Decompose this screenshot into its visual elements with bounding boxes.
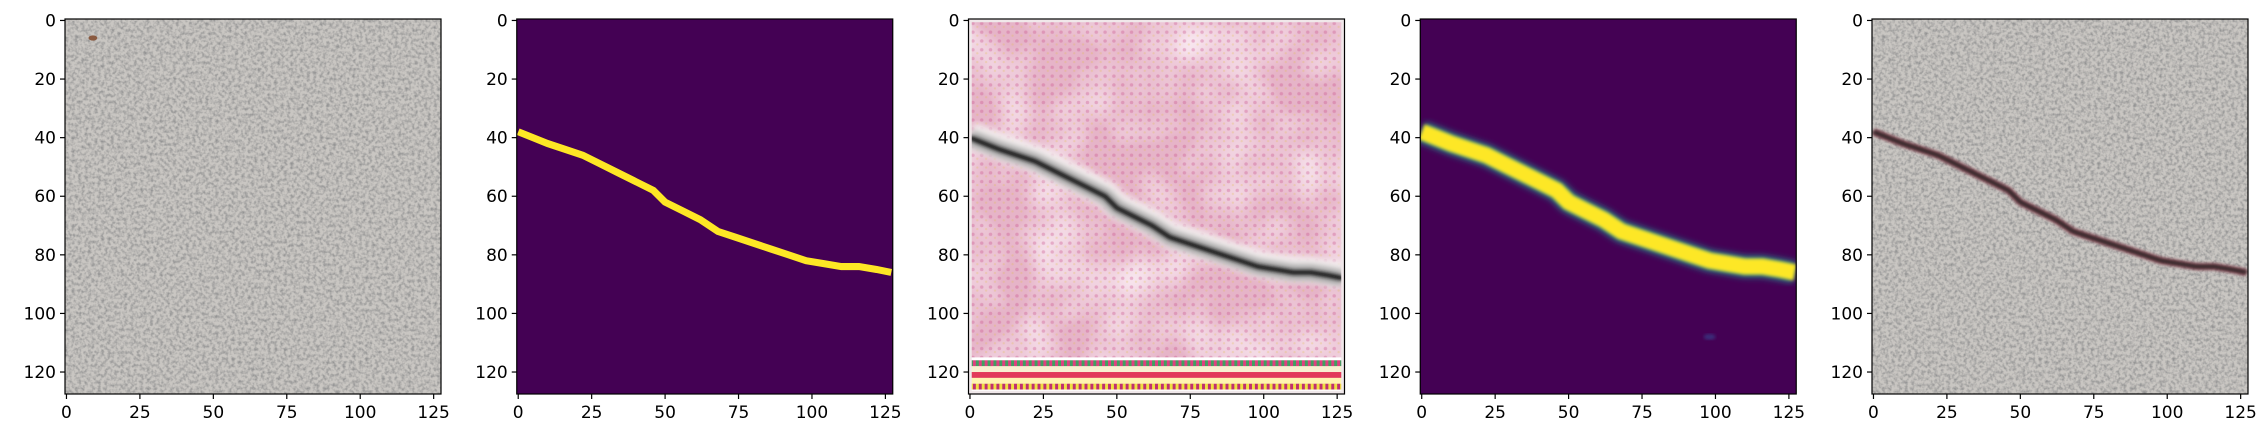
photo-grain — [1872, 19, 2248, 394]
x-tick-label: 25 — [1936, 403, 1958, 423]
x-tick-label: 50 — [654, 403, 676, 423]
y-tick-label: 80 — [486, 246, 508, 266]
y-tick-label: 0 — [497, 11, 508, 31]
x-tick-label: 75 — [728, 403, 750, 423]
y-tick-label: 100 — [1379, 304, 1411, 324]
x-tick-label: 50 — [2010, 403, 2032, 423]
x-tick-label: 100 — [796, 403, 828, 423]
y-tick-label: 60 — [486, 187, 508, 207]
y-tick-label: 0 — [1852, 11, 1863, 31]
x-tick-label: 50 — [1106, 403, 1128, 423]
y-tick-label: 120 — [1831, 363, 1863, 383]
y-tick-label: 20 — [1841, 70, 1863, 90]
x-tick-label: 125 — [869, 403, 901, 423]
gen-stripes — [968, 357, 1345, 394]
subplot: 0 25 50 75 100 125 0 20 40 60 80 100 120 — [927, 11, 1353, 423]
x-tick-label: 125 — [1773, 403, 1805, 423]
y-tick-label: 0 — [1400, 11, 1411, 31]
x-tick-label: 125 — [2224, 403, 2256, 423]
x-tick-label: 100 — [1699, 403, 1731, 423]
y-tick-label: 60 — [1841, 187, 1863, 207]
x-tick-label: 125 — [417, 403, 449, 423]
y-tick-label: 60 — [938, 187, 960, 207]
image — [65, 19, 441, 394]
x-tick-label: 75 — [1179, 403, 1201, 423]
y-tick-label: 80 — [1390, 246, 1412, 266]
y-tick-label: 40 — [34, 129, 56, 149]
y-tick-label: 40 — [1841, 129, 1863, 149]
image — [1872, 19, 2248, 394]
y-tick-label: 40 — [938, 129, 960, 149]
axes-frame — [1871, 18, 2249, 395]
x-tick-label: 25 — [1033, 403, 1055, 423]
axes-frame — [64, 18, 442, 395]
x-tick-label: 100 — [344, 403, 376, 423]
mask-bg — [516, 19, 893, 394]
y-tick-label: 120 — [24, 363, 56, 383]
x-tick-label: 125 — [1321, 403, 1353, 423]
photo-grain — [65, 19, 441, 394]
x-tick-label: 75 — [276, 403, 298, 423]
axes-frame — [516, 18, 894, 395]
y-tick-label: 20 — [1390, 70, 1412, 90]
x-tick-label: 100 — [2151, 403, 2183, 423]
image — [516, 19, 893, 394]
y-tick-label: 80 — [938, 246, 960, 266]
pred-bg — [1420, 19, 1797, 394]
axes-frame — [967, 18, 1346, 395]
y-tick-label: 100 — [1831, 304, 1863, 324]
y-tick-label: 20 — [486, 70, 508, 90]
y-tick-label: 60 — [34, 187, 56, 207]
y-tick-label: 80 — [1841, 246, 1863, 266]
y-tick-label: 120 — [1379, 363, 1411, 383]
y-tick-label: 40 — [1390, 129, 1412, 149]
y-tick-label: 20 — [938, 70, 960, 90]
overlay-crack — [1872, 129, 2247, 275]
image — [1420, 19, 1797, 394]
y-tick-label: 100 — [24, 304, 56, 324]
y-tick-label: 80 — [34, 246, 56, 266]
y-tick-label: 0 — [949, 11, 960, 31]
mask-crack — [516, 128, 892, 276]
x-tick-label: 0 — [965, 403, 976, 423]
x-tick-label: 100 — [1247, 403, 1279, 423]
gen-border — [968, 19, 1345, 394]
x-tick-label: 0 — [1416, 403, 1427, 423]
y-tick-label: 100 — [927, 304, 959, 324]
x-tick-label: 50 — [203, 403, 225, 423]
y-tick-label: 0 — [45, 11, 56, 31]
subplot: 0 25 50 75 100 125 0 20 40 60 80 100 120 — [1379, 11, 1805, 423]
x-tick-label: 0 — [1868, 403, 1879, 423]
x-tick-label: 0 — [513, 403, 524, 423]
y-tick-label: 20 — [34, 70, 56, 90]
x-tick-label: 25 — [1484, 403, 1506, 423]
subplot: 0 25 50 75 100 125 0 20 40 60 80 100 120 — [24, 11, 450, 423]
subplot: 0 25 50 75 100 125 0 20 40 60 80 100 120 — [475, 11, 901, 423]
axes-frame — [1419, 18, 1797, 395]
gen-dots — [968, 19, 1345, 394]
x-tick-label: 75 — [2083, 403, 2105, 423]
pred-crack — [1420, 124, 1797, 281]
stain — [88, 35, 98, 41]
y-tick-label: 120 — [927, 363, 959, 383]
subplot: 0 25 50 75 100 125 0 20 40 60 80 100 120 — [1831, 11, 2257, 423]
x-tick-label: 25 — [581, 403, 603, 423]
gen-crack — [969, 135, 1344, 281]
x-tick-label: 75 — [1631, 403, 1653, 423]
y-tick-label: 40 — [486, 129, 508, 149]
y-tick-label: 60 — [1390, 187, 1412, 207]
x-tick-label: 0 — [61, 403, 72, 423]
y-tick-label: 100 — [475, 304, 507, 324]
pred-speck — [1703, 333, 1716, 340]
y-tick-label: 120 — [475, 363, 507, 383]
x-tick-label: 50 — [1558, 403, 1580, 423]
image — [968, 19, 1345, 394]
x-tick-label: 25 — [129, 403, 151, 423]
